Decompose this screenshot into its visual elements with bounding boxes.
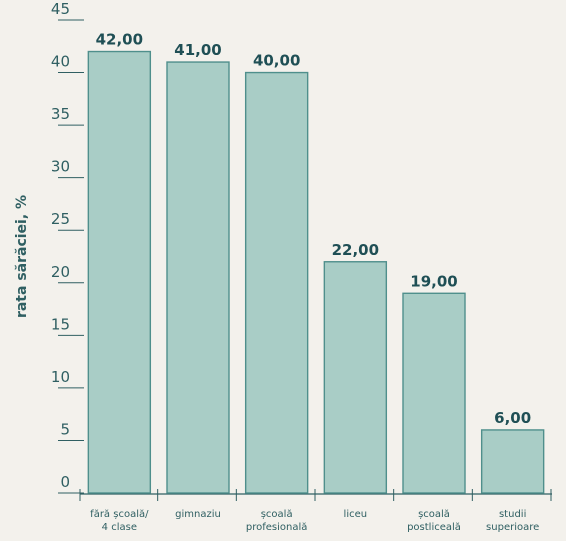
category-label-0-line-0: fără școală/ bbox=[90, 509, 149, 520]
y-tick-label-20: 20 bbox=[51, 263, 70, 281]
y-tick-label-0: 0 bbox=[60, 473, 70, 491]
y-tick-label-35: 35 bbox=[51, 105, 70, 123]
y-tick-label-40: 40 bbox=[51, 53, 70, 71]
y-tick-label-30: 30 bbox=[51, 158, 70, 176]
bar-4 bbox=[402, 292, 466, 494]
category-label-5-line-1: superioare bbox=[486, 522, 539, 533]
bars-group bbox=[87, 50, 545, 494]
bar-2 bbox=[244, 71, 309, 494]
category-label-3-line-0: liceu bbox=[344, 509, 368, 520]
bar-0 bbox=[87, 50, 152, 494]
data-label-5: 6,00 bbox=[494, 409, 531, 427]
category-label-4: școală postliceală bbox=[407, 509, 461, 533]
category-label-1-line-0: gimnaziu bbox=[175, 509, 221, 520]
bar-3 bbox=[323, 261, 388, 494]
category-label-0: fără școală/4 clase bbox=[90, 509, 149, 533]
category-label-2-line-0: școală bbox=[261, 509, 293, 520]
category-label-5: studii superioare bbox=[486, 509, 539, 533]
data-label-3: 22,00 bbox=[332, 241, 379, 259]
data-label-1: 41,00 bbox=[174, 41, 221, 59]
category-label-0-line-1: 4 clase bbox=[102, 522, 137, 533]
y-tick-label-25: 25 bbox=[51, 210, 70, 228]
y-tick-label-45: 45 bbox=[51, 0, 70, 18]
category-label-4-line-1: postliceală bbox=[407, 522, 461, 533]
axis-group: 0 5 10 15 20 25 30 35 40 45 bbox=[51, 0, 552, 501]
y-tick-label-5: 5 bbox=[60, 420, 70, 438]
data-label-0: 42,00 bbox=[96, 31, 143, 49]
y-tick-label-10: 10 bbox=[51, 368, 70, 386]
category-label-1: gimnaziu bbox=[175, 509, 221, 520]
data-label-4: 19,00 bbox=[410, 272, 457, 290]
y-tick-label-15: 15 bbox=[51, 315, 70, 333]
bar-1 bbox=[166, 61, 230, 494]
category-label-3: liceu bbox=[344, 509, 368, 520]
category-label-4-line-0: școală bbox=[418, 509, 450, 520]
data-label-2: 40,00 bbox=[253, 52, 300, 70]
labels-group: 42,00 fără școală/4 clase 41,00 gimnaziu 40,… bbox=[90, 31, 539, 533]
category-label-2-line-1: profesională bbox=[246, 522, 308, 533]
category-label-5-line-0: studii bbox=[499, 509, 526, 520]
y-axis-label: rata sărăciei, % bbox=[14, 195, 30, 318]
bar-5 bbox=[480, 429, 545, 494]
category-label-2: școală profesională bbox=[246, 509, 308, 533]
